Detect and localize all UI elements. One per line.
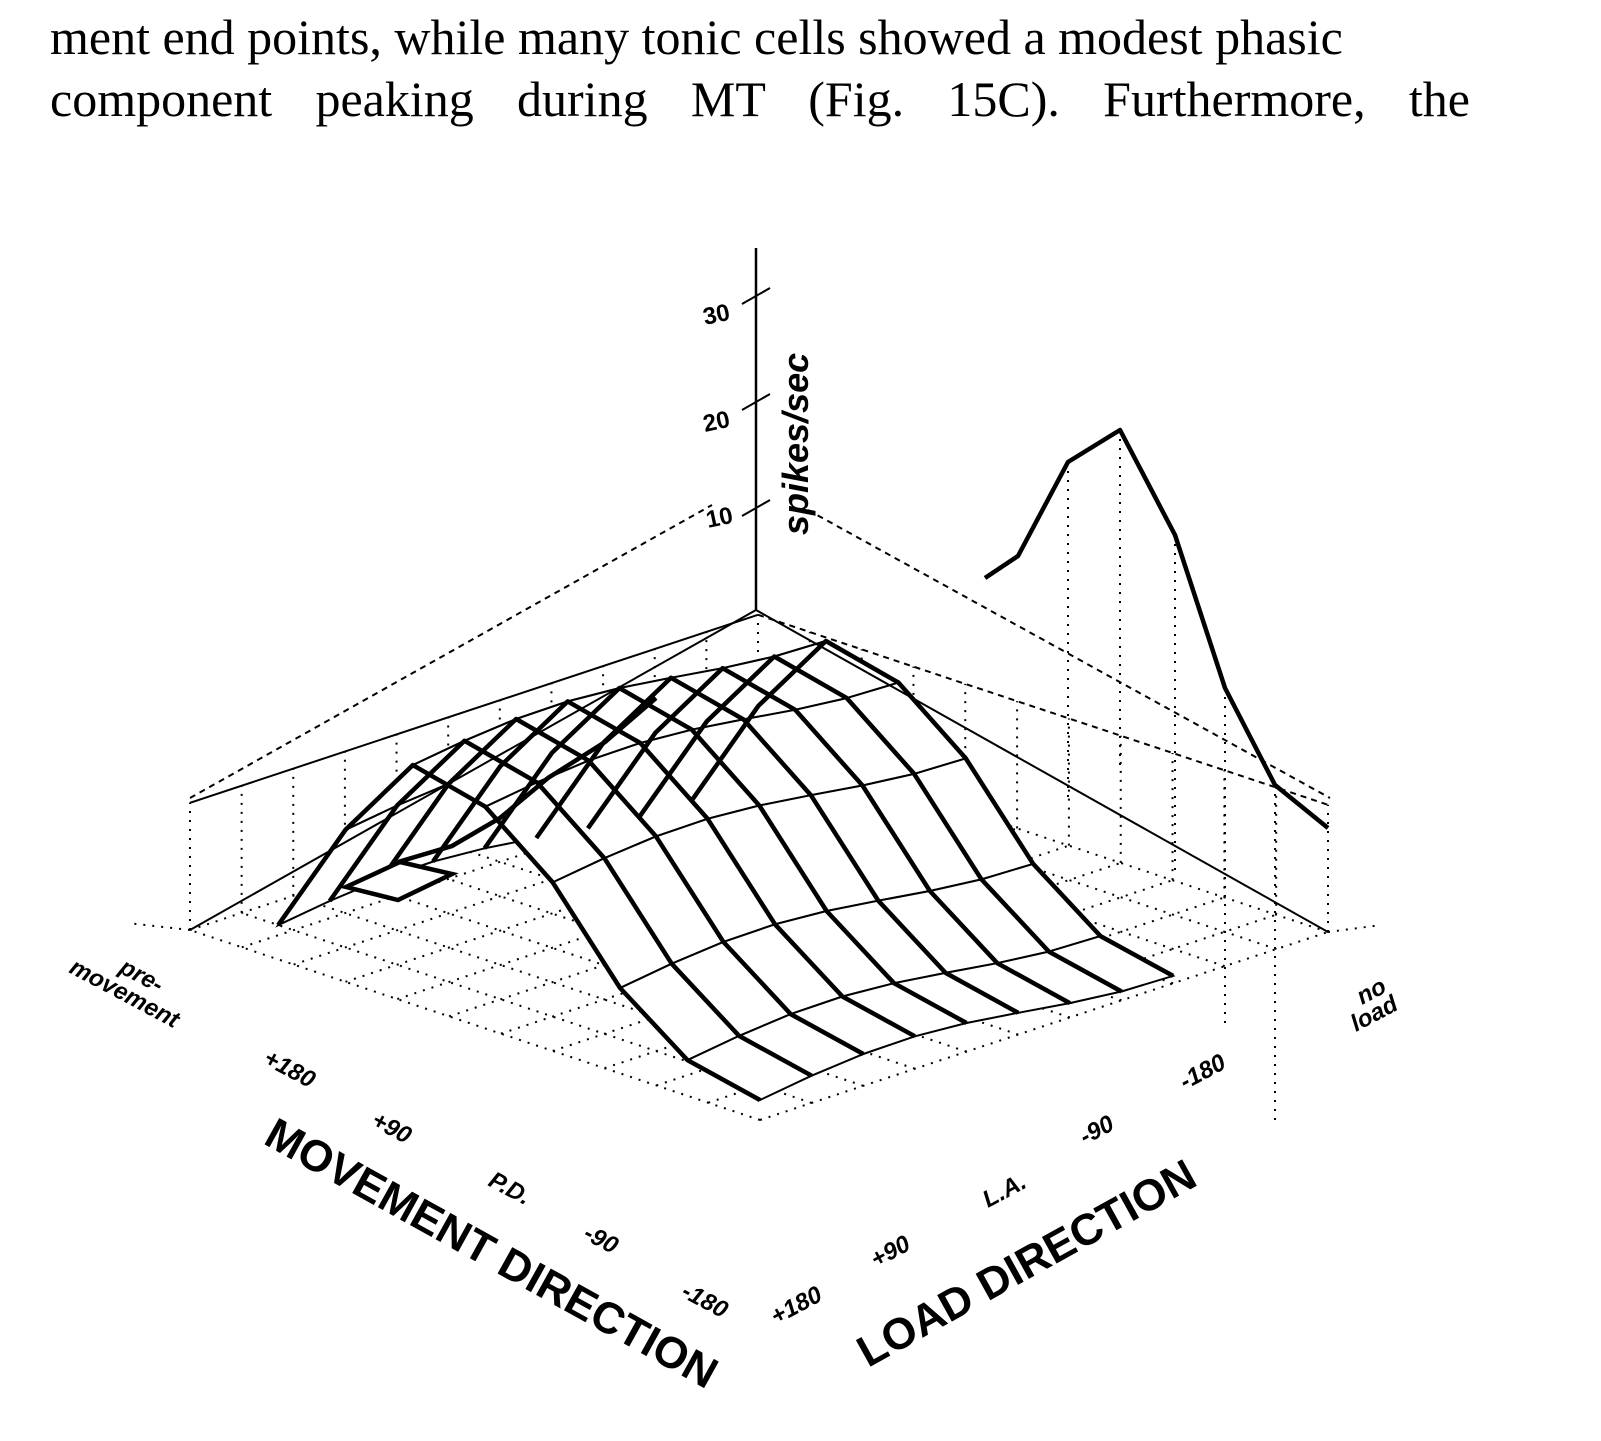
grid-line xyxy=(241,758,811,949)
movement-tick-pd: P.D. xyxy=(484,1166,535,1210)
grid-line xyxy=(189,929,761,1121)
movement-tick-minus180: -180 xyxy=(677,1277,733,1324)
grid-line xyxy=(1327,924,1380,933)
surface-heavy-line xyxy=(327,738,813,1078)
no-load-tuning-curve xyxy=(983,427,1330,1125)
grid-line xyxy=(127,922,191,931)
load-tick-minus90: -90 xyxy=(1075,1110,1119,1150)
wall-top-edge xyxy=(189,504,713,799)
grid-line xyxy=(189,741,759,931)
wall-top-edge xyxy=(189,613,759,804)
movement-tick-plus180: +180 xyxy=(259,1044,320,1094)
surface-heavy-line xyxy=(482,685,968,1025)
premovement-patch xyxy=(339,859,459,903)
no-load-curve xyxy=(983,427,1330,830)
movement-tick-minus90: -90 xyxy=(579,1219,623,1259)
wall-top-edge xyxy=(757,613,1329,806)
grid-line xyxy=(396,810,966,1001)
body-text-line-1: ment end points, while many tonic cells … xyxy=(50,9,1343,65)
movement-tick-plus90: +90 xyxy=(367,1106,416,1149)
movement-axis-label: MOVEMENT DIRECTION xyxy=(257,1109,725,1398)
wall-top-edge xyxy=(807,509,1331,799)
grid-line xyxy=(654,775,1226,968)
z-tick-20: 20 xyxy=(701,406,733,438)
surface-heavy-line xyxy=(276,762,762,1102)
z-tick-mark xyxy=(741,393,771,411)
z-tick-mark xyxy=(741,499,771,517)
surface-heavy-line xyxy=(689,638,1175,978)
z-axis-label: spikes/sec xyxy=(775,353,816,535)
load-tick-plus180: +180 xyxy=(766,1281,827,1331)
grid-line xyxy=(448,827,1018,1018)
body-text: ment end points, while many tonic cells … xyxy=(50,6,1470,130)
load-tick-plus90: +90 xyxy=(866,1230,915,1273)
firing-rate-surface xyxy=(275,638,1176,1102)
z-tick-mark xyxy=(741,287,771,305)
grid-line xyxy=(500,844,1070,1035)
grid-line xyxy=(757,741,1329,933)
grid-line xyxy=(706,758,1277,951)
surface-heavy-line xyxy=(379,716,865,1056)
premovement-edge xyxy=(397,696,658,865)
surface-heavy-line xyxy=(637,654,1123,994)
load-tick-minus180: -180 xyxy=(1175,1049,1231,1096)
axes xyxy=(189,248,1329,933)
load-tick-la: L.A. xyxy=(978,1168,1031,1213)
grid-line xyxy=(759,931,1329,1121)
body-text-line-2: component peaking during MT (Fig. 15C). … xyxy=(50,71,1470,127)
grid-line xyxy=(293,775,862,966)
grid-line xyxy=(345,792,914,983)
z-tick-30: 30 xyxy=(701,299,733,331)
z-tick-10: 10 xyxy=(704,502,736,534)
floor-back-edge xyxy=(755,609,1329,933)
surface-heavy-line xyxy=(431,699,916,1039)
floor-back-edge xyxy=(189,609,757,931)
surface-heavy-line xyxy=(586,665,1071,1006)
